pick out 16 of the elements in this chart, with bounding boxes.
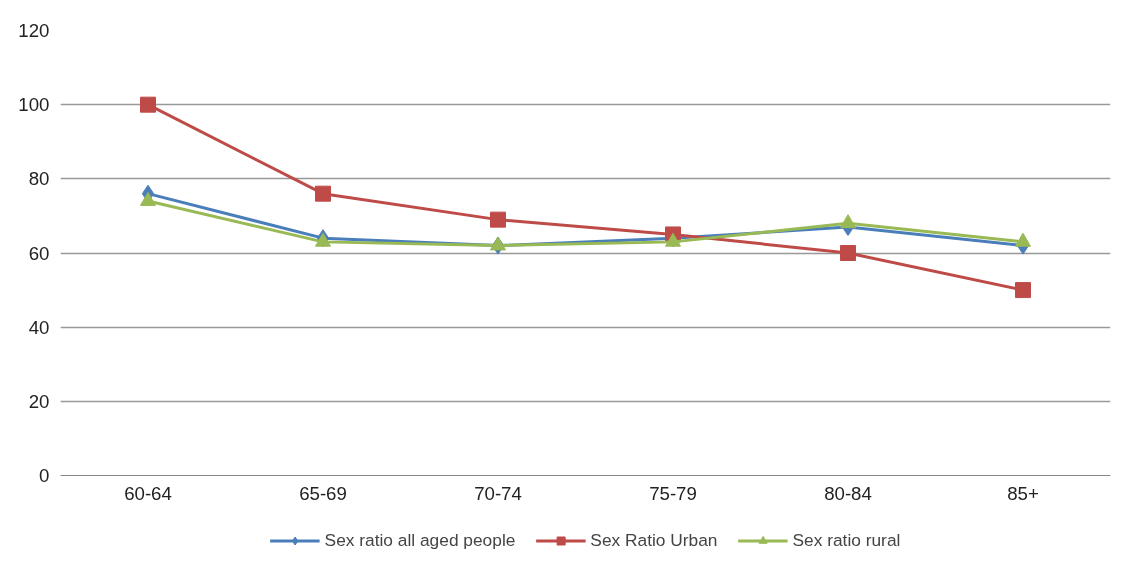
y-tick-label: 80 [28,168,50,190]
y-tick-label: 120 [18,20,50,41]
legend-label: Sex ratio rural [792,529,901,551]
x-tick-label: 60-64 [124,482,172,504]
x-tick-label: 75-79 [649,482,697,504]
x-tick-label: 80-84 [824,482,872,504]
y-tick-label: 60 [28,242,50,264]
x-tick-label: 65-69 [299,482,347,504]
y-tick-label: 40 [28,316,50,338]
y-tick-label: 0 [39,465,50,486]
x-tick-label: 85+ [1007,482,1039,504]
y-tick-label: 20 [28,390,50,412]
legend-label: Sex Ratio Urban [590,529,718,551]
legend-label: Sex ratio all aged people [324,529,516,551]
y-tick-label: 100 [18,94,50,116]
x-tick-label: 70-74 [474,482,522,504]
